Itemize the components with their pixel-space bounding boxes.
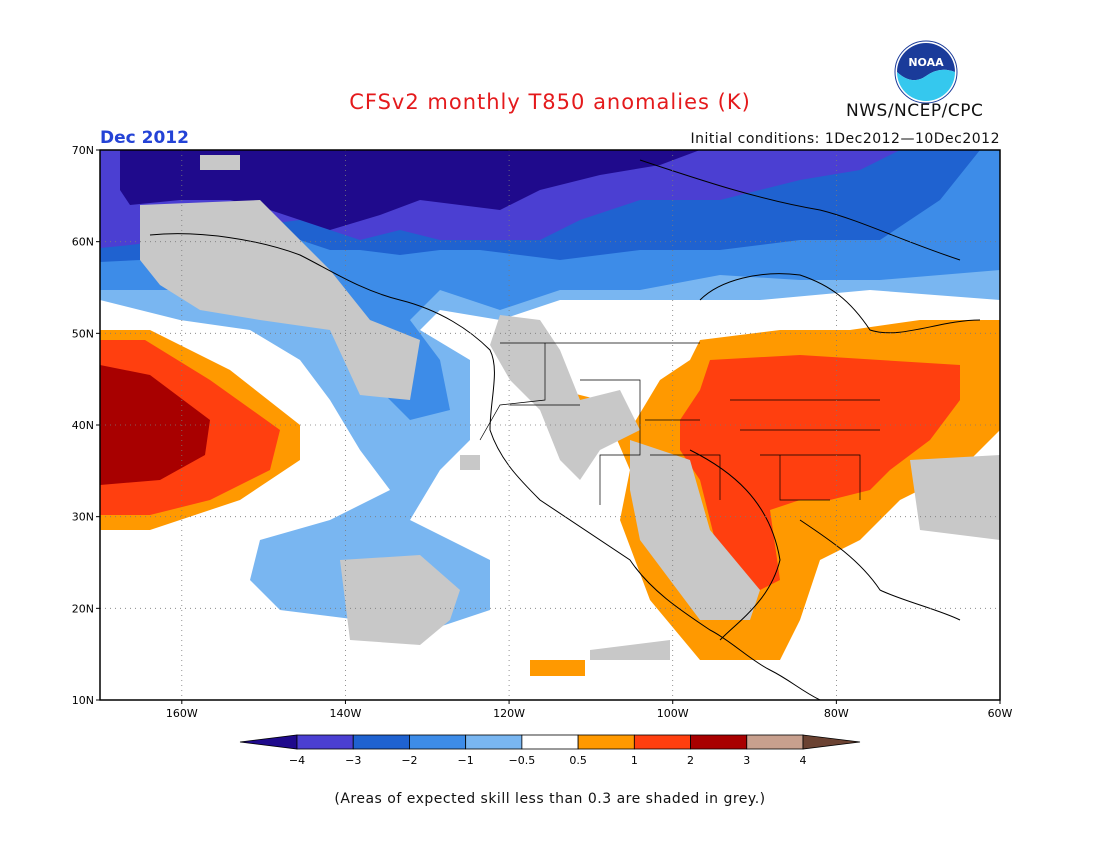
colorbar-tick-label: −0.5 xyxy=(509,754,536,767)
colorbar-tick-label: −2 xyxy=(401,754,417,767)
colorbar-bin xyxy=(577,734,635,750)
lat-label: 50N xyxy=(72,327,94,340)
lat-label: 40N xyxy=(72,419,94,432)
lon-label: 160W xyxy=(166,707,198,720)
low-skill-grey-regions xyxy=(140,155,1000,660)
graticule xyxy=(100,150,1000,700)
lon-label: 100W xyxy=(657,707,689,720)
lon-label: 140W xyxy=(330,707,362,720)
lon-label: 120W xyxy=(493,707,525,720)
colorbar-bin xyxy=(746,734,804,750)
colorbar-bin xyxy=(633,734,691,750)
colorbar-tick-label: 1 xyxy=(631,754,638,767)
lon-label: 80W xyxy=(824,707,849,720)
logo-text: NOAA xyxy=(908,56,944,69)
agency-label: NWS/NCEP/CPC xyxy=(846,101,984,121)
latitude-labels: 70N 60N 50N 40N 30N 20N 10N xyxy=(72,144,100,707)
forecast-month: Dec 2012 xyxy=(100,128,189,148)
skill-note: (Areas of expected skill less than 0.3 a… xyxy=(334,791,766,807)
lat-label: 70N xyxy=(72,144,94,157)
colorbar-tick-label: 3 xyxy=(743,754,750,767)
chart-title: CFSv2 monthly T850 anomalies (K) xyxy=(349,90,751,114)
anomaly-region-plus-one-east xyxy=(680,355,960,590)
anomaly-region-plus-half-carib-top xyxy=(530,660,585,676)
colorbar-tick-label: −3 xyxy=(345,754,361,767)
lat-label: 60N xyxy=(72,236,94,249)
colorbar-bin xyxy=(521,734,579,750)
colorbar-tick-label: −1 xyxy=(458,754,474,767)
noaa-logo: NOAA xyxy=(894,40,958,104)
colorbar-bin xyxy=(690,734,748,750)
colorbar-arrow-high xyxy=(802,734,861,750)
colorbar-tick-label: 2 xyxy=(687,754,694,767)
lat-label: 10N xyxy=(72,694,94,707)
colorbar-tick-label: −4 xyxy=(289,754,305,767)
longitude-labels: 160W 140W 120W 100W 80W 60W xyxy=(166,700,1013,720)
colorbar-bin xyxy=(465,734,523,750)
lon-label: 60W xyxy=(988,707,1013,720)
colorbar: −4 −3 −2 −1 −0.5 0.5 1 2 3 4 xyxy=(239,734,861,767)
coastlines xyxy=(149,159,981,700)
colorbar-bin xyxy=(296,734,354,750)
lat-label: 30N xyxy=(72,511,94,524)
initial-conditions: Initial conditions: 1Dec2012—10Dec2012 xyxy=(690,131,1000,147)
colorbar-bin xyxy=(352,734,410,750)
anomaly-field xyxy=(100,150,1000,700)
colorbar-tick-label: 0.5 xyxy=(569,754,587,767)
colorbar-bin xyxy=(409,734,467,750)
colorbar-arrow-low xyxy=(239,734,298,750)
political-borders xyxy=(479,342,880,505)
lat-label: 20N xyxy=(72,602,94,615)
anomaly-region-minus-four xyxy=(120,150,700,230)
colorbar-tick-label: 4 xyxy=(800,754,807,767)
